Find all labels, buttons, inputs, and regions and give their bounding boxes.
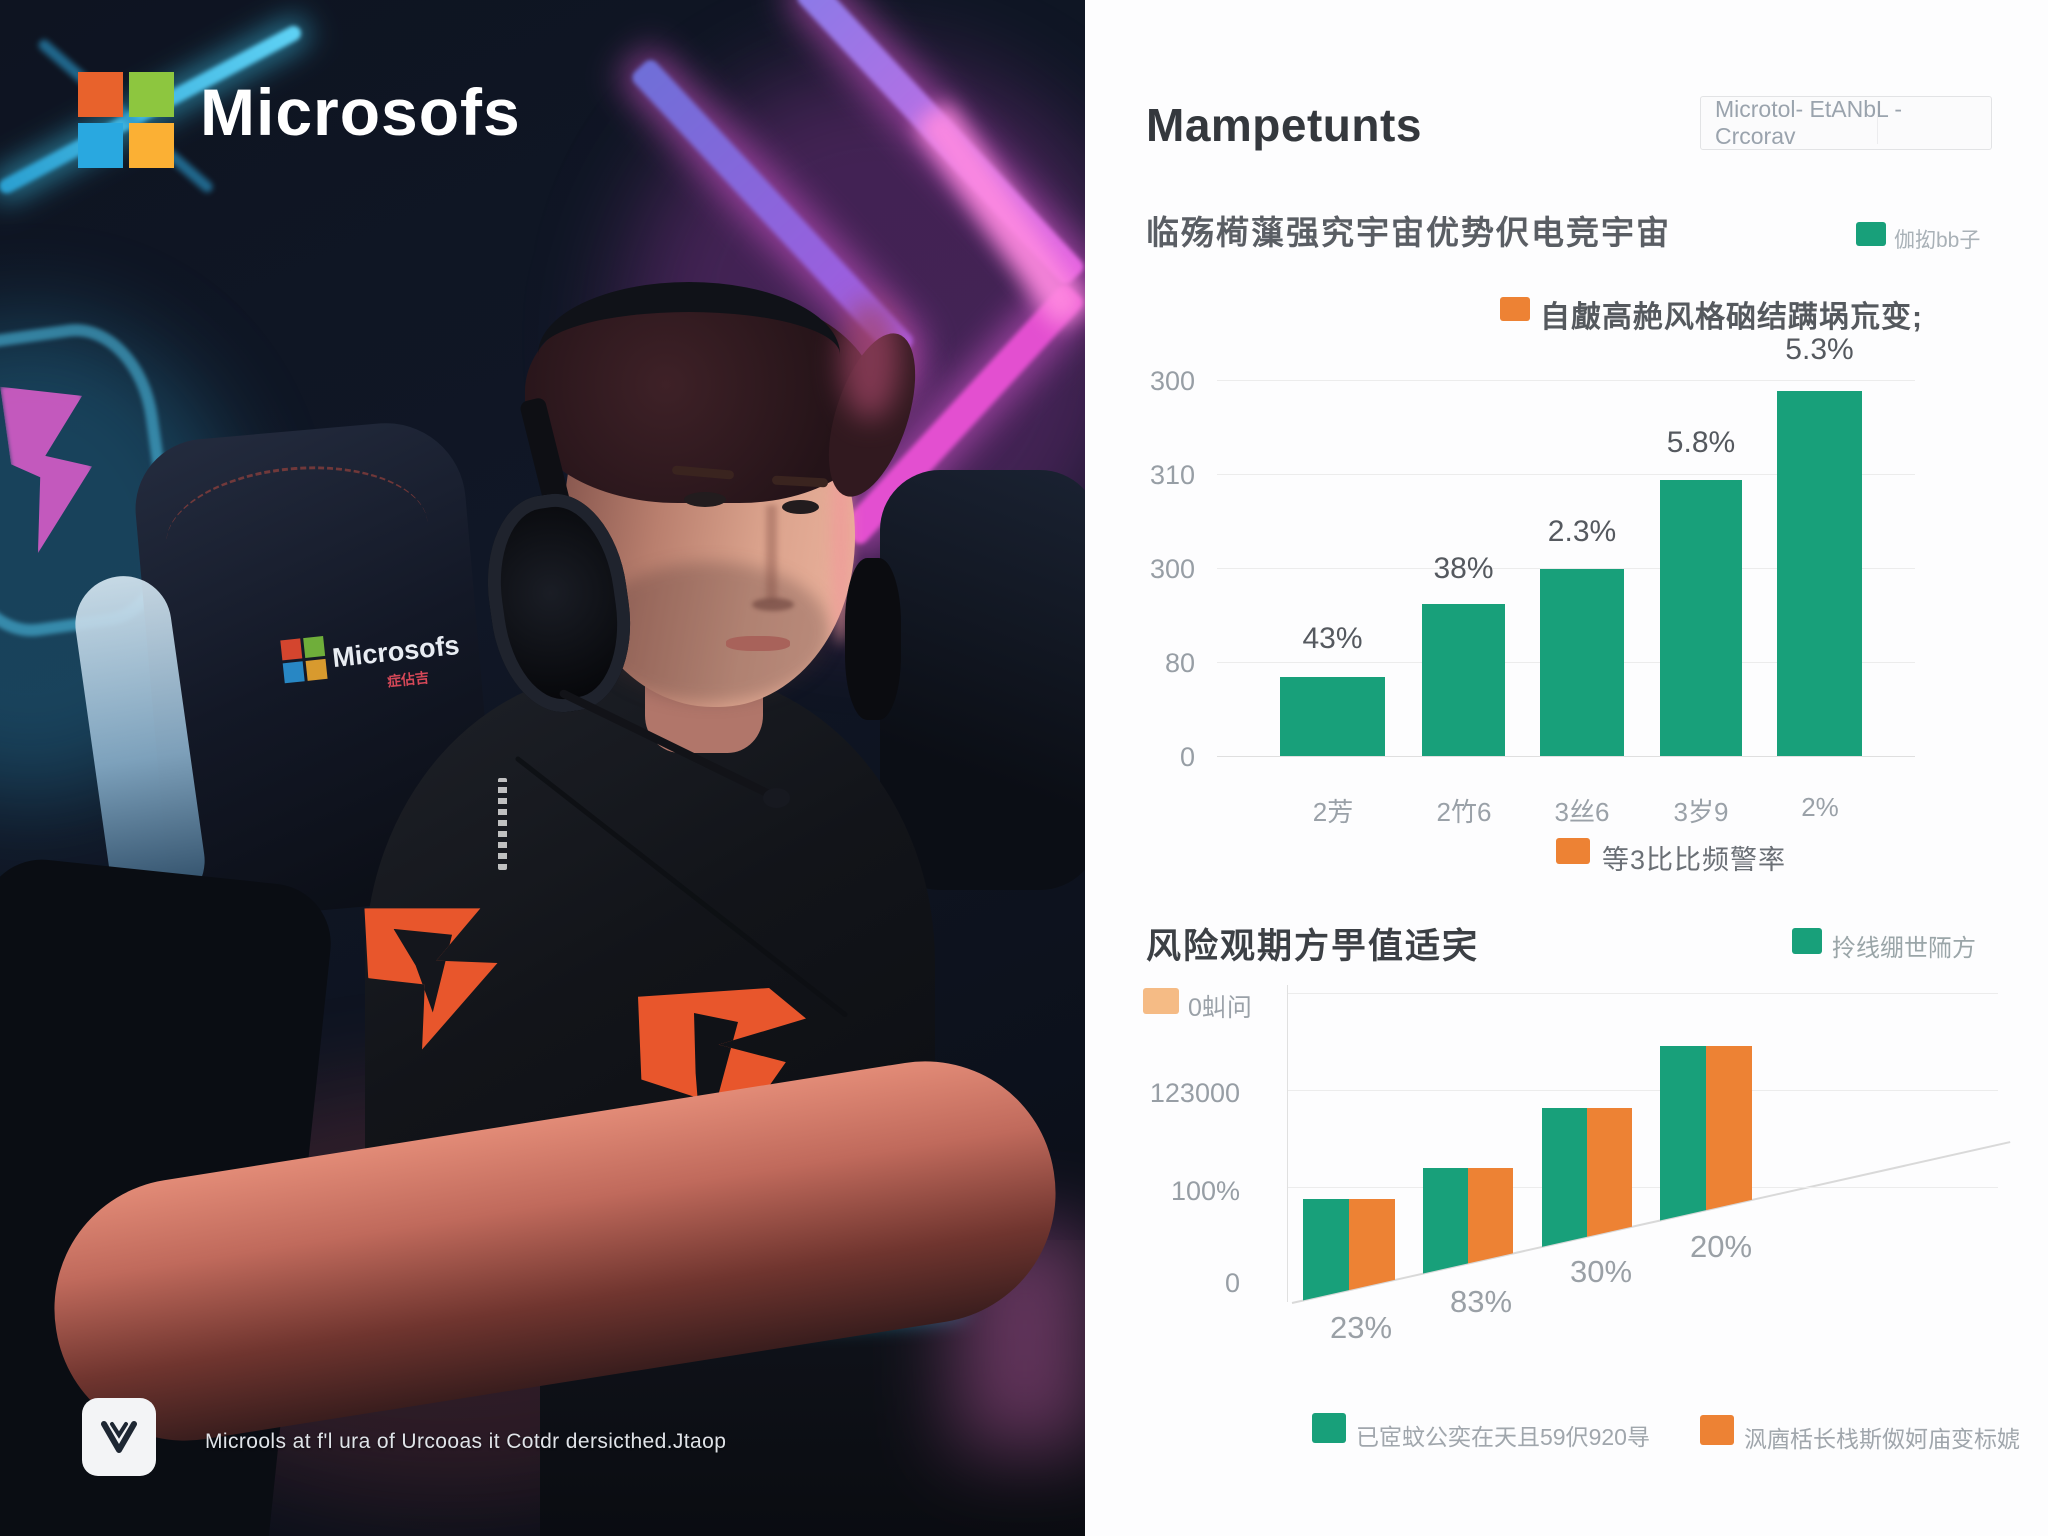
brand-square-orange bbox=[78, 72, 123, 117]
chart2-legend-green-label: 已宧蚊公奕在天且59伬920㝵 bbox=[1356, 1424, 1650, 1450]
chart2-bar-orange bbox=[1349, 1199, 1395, 1304]
chart2-legend-green-swatch bbox=[1312, 1413, 1346, 1443]
eye-right bbox=[782, 500, 819, 514]
section1-orange-legend-label: 自皻高赩风格硇结蹒埚巟变; bbox=[1540, 301, 1923, 334]
brand-square-blue bbox=[78, 123, 123, 168]
chart1-xtick-label: 2竹6 bbox=[1436, 797, 1492, 827]
chart1-bar bbox=[1540, 569, 1624, 756]
chart1-bar-value-label: 2.3% bbox=[1547, 515, 1617, 548]
headphone-right-cup bbox=[845, 558, 901, 720]
eye-left bbox=[684, 492, 726, 507]
chart1-ytick-300a: 300 bbox=[1149, 366, 1195, 396]
chart1-bar-value-label: 38% bbox=[1433, 552, 1494, 585]
chair-logo-square-yellow bbox=[305, 658, 328, 681]
brand-square-green bbox=[129, 72, 174, 117]
chart2-gridline bbox=[1287, 1187, 1998, 1188]
chart2-ytick-123000: 123000 bbox=[1149, 1078, 1240, 1108]
chart1-gridline bbox=[1217, 474, 1915, 475]
chart1-ytick-310: 310 bbox=[1149, 460, 1195, 490]
chart1-bar bbox=[1777, 391, 1862, 756]
hero-photo: Microsofs 症佔吉 bbox=[0, 0, 1085, 1536]
chart1-bottom-legend-label: 等3比比频警率 bbox=[1602, 845, 1787, 875]
section1-top-legend-label: 伽抝bb子 bbox=[1894, 229, 1981, 252]
search-input[interactable]: Microtol- EtANbL -Crcorav bbox=[1700, 96, 1992, 150]
chair-logo-text: Microsofs bbox=[330, 629, 461, 674]
chart2-category-label: 83% bbox=[1450, 1284, 1513, 1319]
v-bird-icon bbox=[101, 1421, 137, 1453]
photo-caption: Microols at f'l ura of Urcooas it Cotdr … bbox=[205, 1430, 727, 1453]
section2-green-legend-label: 拎线绷世陑方 bbox=[1832, 935, 1976, 962]
chart1-ytick-80: 80 bbox=[1164, 648, 1195, 678]
section1-heading: 临殇槆薻强究宇宙优势伬电竞宇宙 bbox=[1146, 214, 1671, 251]
chart2-bar-green bbox=[1303, 1199, 1349, 1304]
chair-logo-square-blue bbox=[282, 661, 305, 684]
lips bbox=[726, 636, 790, 651]
section2-light-legend-swatch bbox=[1143, 988, 1179, 1014]
headphone-band bbox=[538, 282, 840, 427]
chart2-bar-orange bbox=[1706, 1046, 1752, 1304]
nostril-shadow bbox=[752, 598, 794, 611]
chart2-ytick-100: 100% bbox=[1170, 1176, 1240, 1206]
page-title: Mampetunts bbox=[1146, 99, 1422, 151]
chart2-gridline bbox=[1287, 993, 1998, 994]
chart2-legend-orange-label: 沨庮栝长栈斯伮妸庙变标婋 bbox=[1744, 1426, 2020, 1452]
chart1-xtick-label: 3丝6 bbox=[1554, 797, 1610, 827]
chart1-bar bbox=[1422, 604, 1505, 756]
chart1-xtick-label: 3岁9 bbox=[1673, 797, 1729, 827]
chart1-bar bbox=[1660, 480, 1742, 756]
chart2-category-label: 30% bbox=[1570, 1254, 1633, 1289]
chair-stitching bbox=[160, 455, 434, 612]
mic-tip bbox=[763, 788, 790, 808]
chair-logo-square-red bbox=[280, 638, 303, 661]
search-input-value: Microtol- EtANbL -Crcorav bbox=[1715, 96, 1903, 149]
chart1-bar bbox=[1280, 677, 1385, 756]
chart1-gridline bbox=[1217, 568, 1915, 569]
chart1-ytick-0: 0 bbox=[1179, 742, 1195, 772]
chart2-bar-green bbox=[1660, 1046, 1706, 1304]
chart2-category-label: 20% bbox=[1690, 1229, 1753, 1264]
chart1-bar-value-label: 5.8% bbox=[1666, 426, 1736, 459]
chart2-category-label: 23% bbox=[1330, 1310, 1393, 1345]
brand-logo: Microsofs bbox=[78, 72, 520, 172]
section2-light-legend-label: 0虯问 bbox=[1188, 994, 1252, 1022]
stubble-shading bbox=[592, 562, 830, 702]
chart2-ytick-0: 0 bbox=[1224, 1268, 1240, 1298]
chart1-gridline bbox=[1217, 380, 1915, 381]
chart2-y-axis-line bbox=[1287, 985, 1288, 1302]
brand-logo-text: Microsofs bbox=[200, 75, 521, 149]
chart2-gridline bbox=[1287, 1090, 1998, 1091]
chart2-legend-orange-swatch bbox=[1700, 1415, 1734, 1445]
search-input-divider bbox=[1877, 102, 1878, 144]
section2-heading: 风险观期方甼值适宎 bbox=[1146, 927, 1480, 966]
chart1-bar-value-label: 43% bbox=[1302, 622, 1363, 655]
chair-right-wing bbox=[880, 470, 1085, 890]
caption-badge bbox=[82, 1398, 156, 1476]
section1-top-legend-swatch bbox=[1856, 222, 1886, 246]
brand-square-yellow bbox=[129, 123, 174, 168]
chart1-xtick-label: 2% bbox=[1801, 792, 1839, 822]
chair-logo-square-green bbox=[303, 636, 326, 659]
chart2-bars-clip bbox=[1287, 985, 2010, 1304]
chart1-xtick-label: 2芳 bbox=[1312, 797, 1354, 827]
shoulder-print-vertical bbox=[498, 778, 507, 870]
section2-green-legend-swatch bbox=[1792, 928, 1822, 954]
nose-shadow bbox=[766, 505, 777, 600]
section1-orange-legend-swatch bbox=[1500, 297, 1530, 321]
chart1-bar-value-label: 5.3% bbox=[1785, 333, 1854, 366]
chart1-bottom-legend-swatch bbox=[1556, 838, 1590, 864]
hair-pink-tint bbox=[840, 300, 900, 420]
chart1-gridline bbox=[1217, 756, 1915, 757]
chair-logo-subtext: 症佔吉 bbox=[386, 669, 430, 690]
chart1-ytick-300b: 300 bbox=[1149, 554, 1195, 584]
